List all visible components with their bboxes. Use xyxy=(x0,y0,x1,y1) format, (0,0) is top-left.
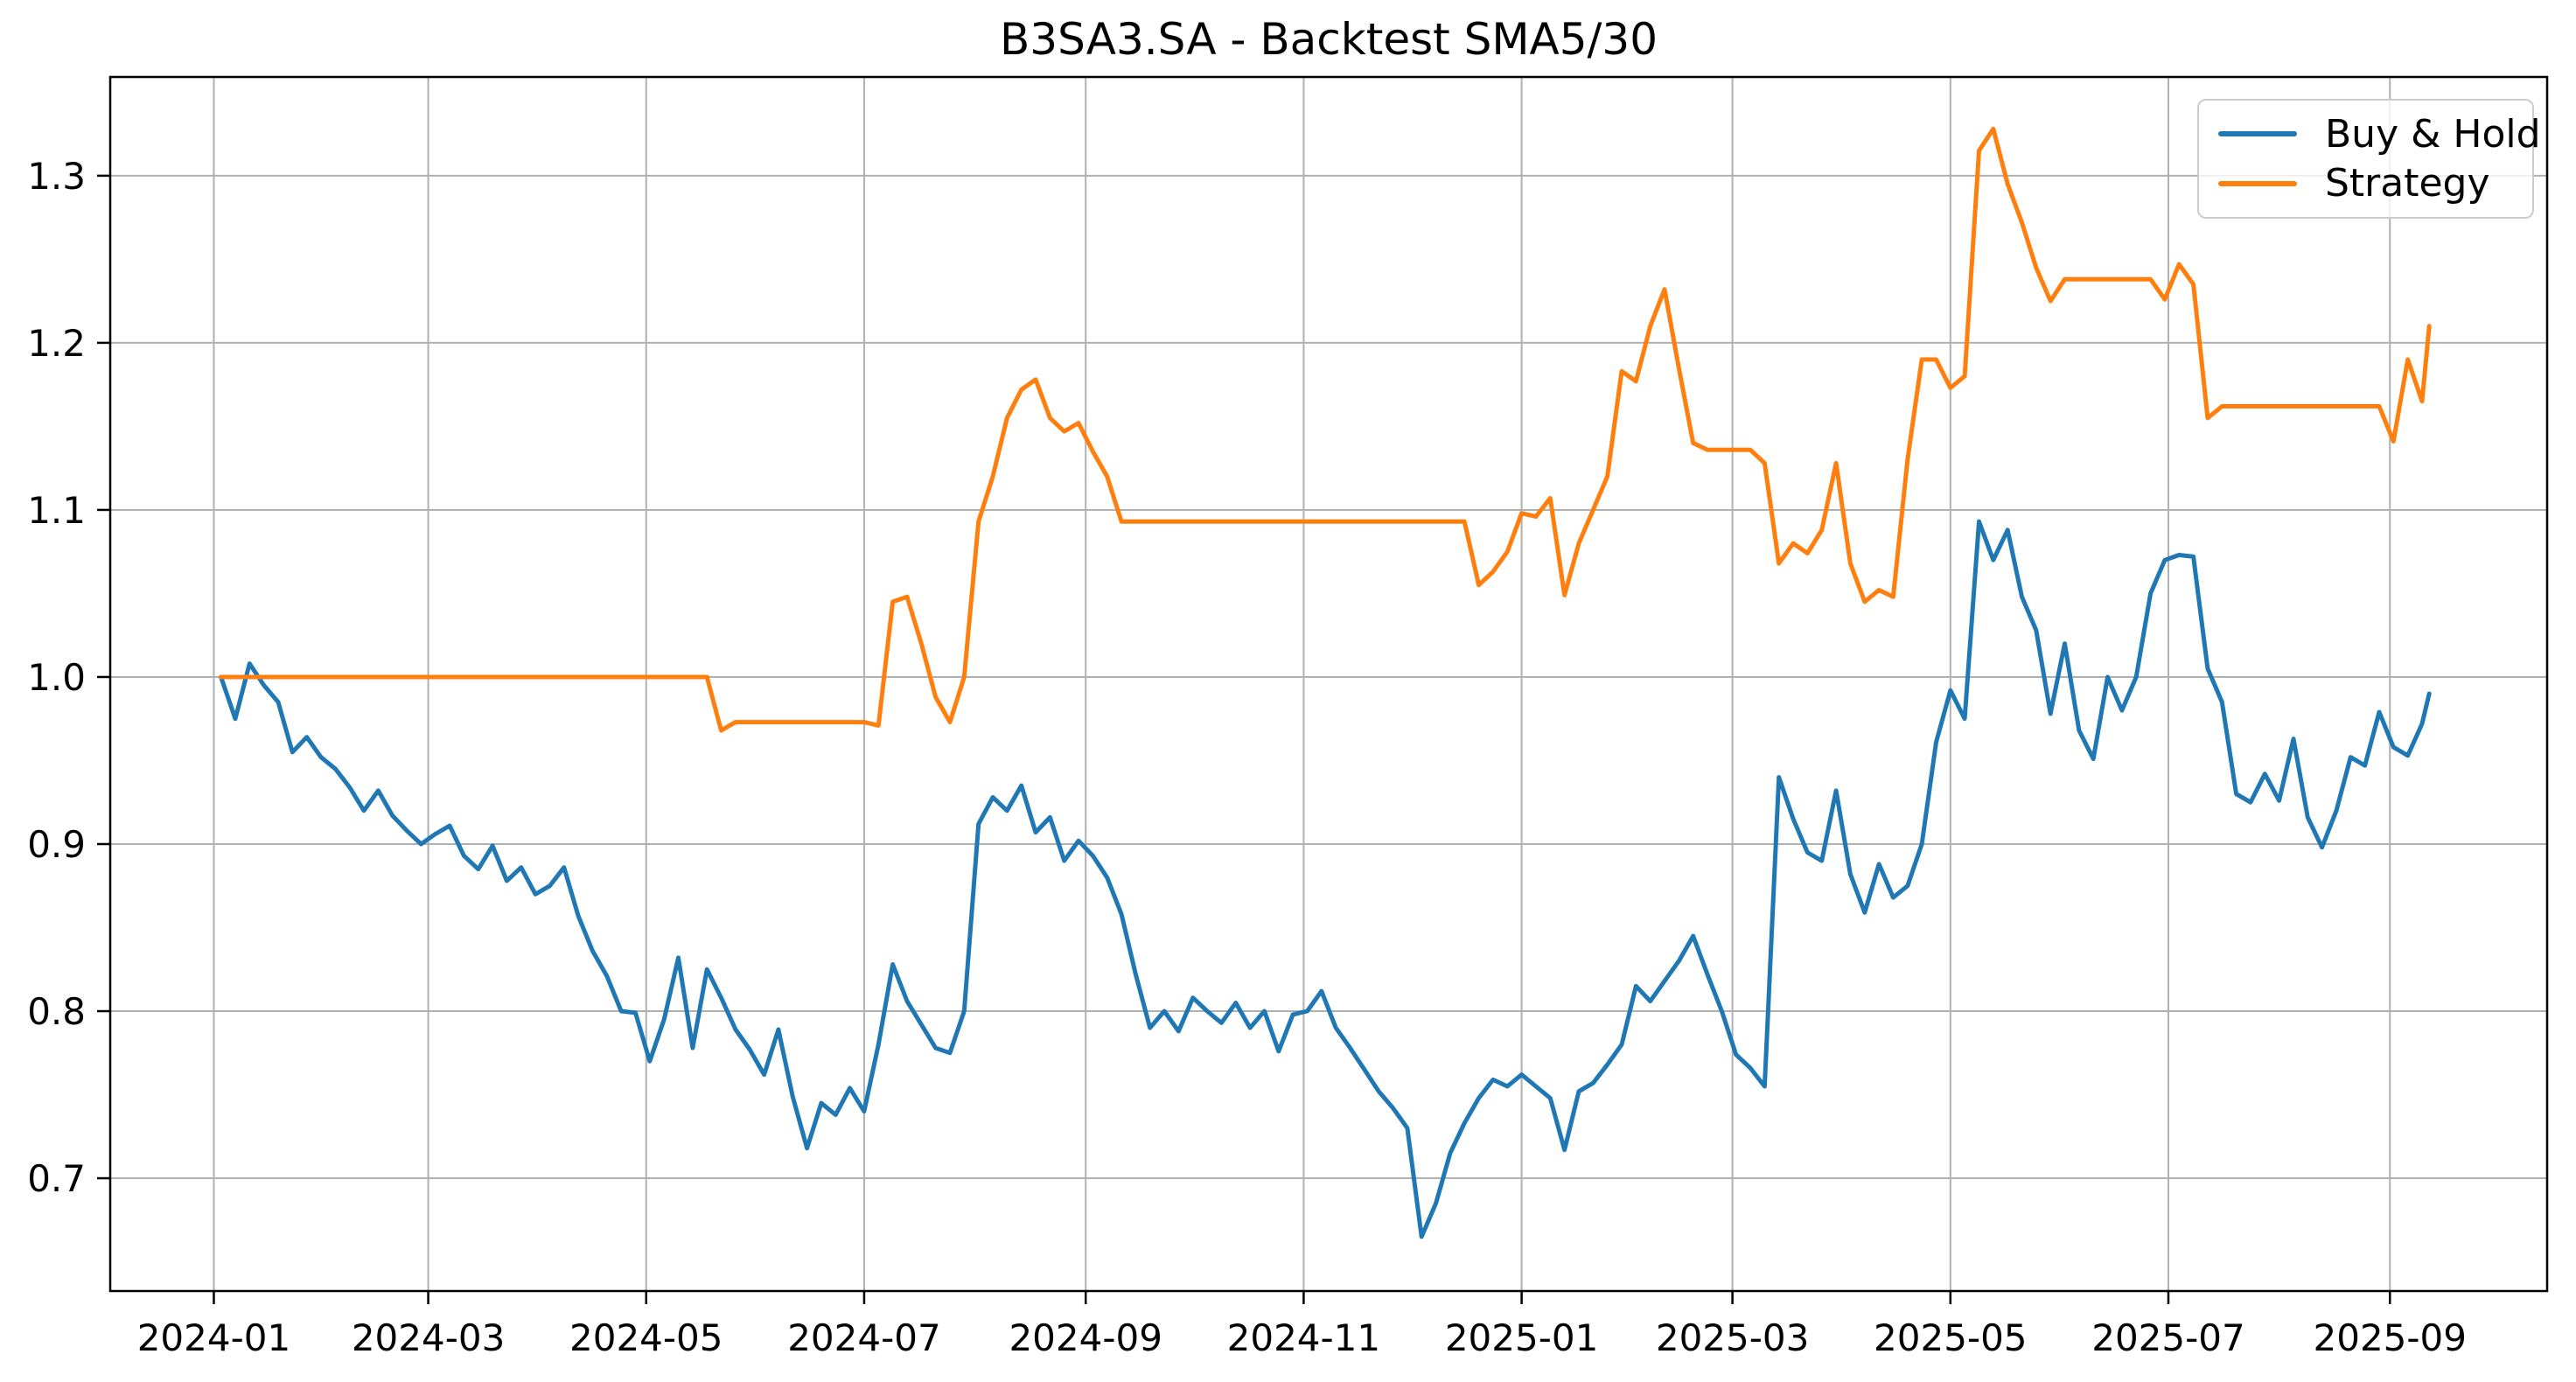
strategy-line xyxy=(219,126,2432,733)
legend-label-buy-hold: Buy & Hold xyxy=(2325,111,2541,157)
legend: Buy & Hold Strategy xyxy=(2197,99,2541,219)
y-tick-label: 1.3 xyxy=(27,155,86,198)
x-tick-label: 2024-03 xyxy=(352,1316,506,1359)
axis-ticks xyxy=(97,174,2391,1304)
buy-hold-line xyxy=(219,519,2432,1239)
x-tick-label: 2024-09 xyxy=(1009,1316,1162,1359)
legend-label-strategy: Strategy xyxy=(2325,161,2490,206)
grid-lines xyxy=(110,77,2547,1291)
x-tick-label: 2025-09 xyxy=(2314,1316,2468,1359)
legend-item-strategy: Strategy xyxy=(2199,161,2532,206)
axes-border xyxy=(108,75,2549,1293)
axes-spines xyxy=(108,75,2549,1293)
x-tick-label: 2025-07 xyxy=(2091,1316,2245,1359)
y-tick-label: 0.7 xyxy=(27,1157,86,1200)
y-tick-label: 1.2 xyxy=(27,322,86,365)
x-tick-label: 2025-05 xyxy=(1874,1316,2028,1359)
y-tick-label: 0.8 xyxy=(27,990,86,1033)
x-tick-label: 2025-03 xyxy=(1656,1316,1810,1359)
x-tick-label: 2024-11 xyxy=(1227,1316,1381,1359)
y-tick-label: 1.0 xyxy=(27,656,86,699)
axis-tick-labels: 2024-01 2024-03 2024-05 2024-07 2024-09 2024-… xyxy=(27,155,2467,1359)
legend-line-swatch-buy-hold xyxy=(2218,131,2297,137)
legend-item-buy-hold: Buy & Hold xyxy=(2199,112,2541,157)
legend-line-swatch-strategy xyxy=(2218,180,2297,186)
data-series xyxy=(219,126,2432,1239)
x-tick-label: 2025-01 xyxy=(1445,1316,1599,1359)
y-tick-label: 0.9 xyxy=(27,823,86,866)
x-tick-label: 2024-01 xyxy=(137,1316,291,1359)
chart-title: B3SA3.SA - Backtest SMA5/30 xyxy=(999,14,1658,65)
x-tick-label: 2024-07 xyxy=(787,1316,941,1359)
x-tick-label: 2024-05 xyxy=(569,1316,723,1359)
y-tick-label: 1.1 xyxy=(27,489,86,532)
